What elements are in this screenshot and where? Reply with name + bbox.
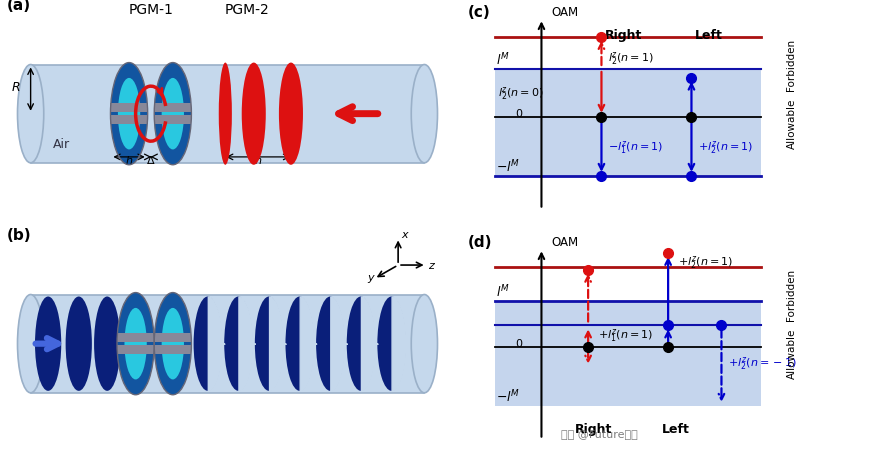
Text: $+ l_2^z(n=1)$: $+ l_2^z(n=1)$ xyxy=(678,253,733,270)
Ellipse shape xyxy=(110,63,148,165)
Text: $\Delta$: $\Delta$ xyxy=(146,153,156,165)
Ellipse shape xyxy=(154,63,192,165)
Text: $h$: $h$ xyxy=(254,153,262,165)
Bar xyxy=(154,345,192,354)
Ellipse shape xyxy=(255,297,284,391)
Text: Forbidden: Forbidden xyxy=(787,269,796,320)
Ellipse shape xyxy=(377,297,406,391)
Bar xyxy=(154,116,192,125)
Text: $l_2^z(n=0)$: $l_2^z(n=0)$ xyxy=(498,85,544,102)
Ellipse shape xyxy=(279,63,303,165)
Text: $l^M$: $l^M$ xyxy=(496,51,510,68)
Text: $l_2^z(n=1)$: $l_2^z(n=1)$ xyxy=(608,50,654,67)
Text: $R$: $R$ xyxy=(10,81,20,94)
Ellipse shape xyxy=(162,79,184,150)
Text: 知乎 @Future远见: 知乎 @Future远见 xyxy=(562,428,638,438)
Ellipse shape xyxy=(162,308,184,380)
Ellipse shape xyxy=(411,295,438,393)
Text: PGM-2: PGM-2 xyxy=(225,3,270,17)
Ellipse shape xyxy=(35,297,61,391)
Text: Left: Left xyxy=(695,29,723,42)
Text: OAM: OAM xyxy=(551,6,578,19)
Text: $y$: $y$ xyxy=(367,272,375,285)
Text: (a): (a) xyxy=(7,0,31,13)
Ellipse shape xyxy=(193,297,222,391)
Bar xyxy=(110,116,148,125)
Text: $z$: $z$ xyxy=(428,261,436,271)
Text: 0: 0 xyxy=(514,338,522,348)
Text: $h$: $h$ xyxy=(125,153,133,165)
Text: Forbidden: Forbidden xyxy=(787,39,796,91)
Bar xyxy=(117,345,154,354)
Text: $-l_1^z(n=1)$: $-l_1^z(n=1)$ xyxy=(608,139,663,156)
Text: $+ l_2^z(n=1)$: $+ l_2^z(n=1)$ xyxy=(698,139,753,156)
Ellipse shape xyxy=(219,63,232,165)
Text: $+l_1^z(n=1)$: $+l_1^z(n=1)$ xyxy=(598,326,654,343)
Text: $-l^M$: $-l^M$ xyxy=(496,159,521,175)
Text: PGM-1: PGM-1 xyxy=(129,3,173,17)
Text: (d): (d) xyxy=(468,234,493,249)
Text: Left: Left xyxy=(662,422,690,435)
Text: $x$: $x$ xyxy=(401,229,410,239)
Text: (c): (c) xyxy=(468,5,491,20)
Bar xyxy=(110,104,148,113)
Bar xyxy=(117,333,154,343)
Text: Allowable: Allowable xyxy=(787,328,796,379)
Ellipse shape xyxy=(285,297,314,391)
Ellipse shape xyxy=(18,295,44,393)
Bar xyxy=(494,301,761,406)
Text: $+l_2^z(n=-1)$: $+l_2^z(n=-1)$ xyxy=(728,355,797,372)
Ellipse shape xyxy=(346,297,375,391)
Ellipse shape xyxy=(154,293,192,395)
Ellipse shape xyxy=(117,293,154,395)
Bar xyxy=(494,70,761,176)
Text: Right: Right xyxy=(605,29,642,42)
Bar xyxy=(154,333,192,343)
Ellipse shape xyxy=(124,308,147,380)
Ellipse shape xyxy=(316,297,345,391)
Ellipse shape xyxy=(242,63,266,165)
Bar xyxy=(31,295,424,393)
Text: 0: 0 xyxy=(514,108,522,118)
Text: (b): (b) xyxy=(7,228,31,243)
Text: Allowable: Allowable xyxy=(787,98,796,148)
Ellipse shape xyxy=(66,297,92,391)
Text: OAM: OAM xyxy=(551,236,578,249)
Text: $l^M$: $l^M$ xyxy=(496,283,510,299)
Ellipse shape xyxy=(224,297,253,391)
Text: $-l^M$: $-l^M$ xyxy=(496,388,521,405)
Text: Air: Air xyxy=(52,138,70,151)
Ellipse shape xyxy=(118,79,140,150)
Ellipse shape xyxy=(18,65,44,163)
Bar xyxy=(154,104,192,113)
Ellipse shape xyxy=(94,297,121,391)
Bar xyxy=(31,65,424,163)
Ellipse shape xyxy=(411,65,438,163)
Text: Right: Right xyxy=(575,422,612,435)
